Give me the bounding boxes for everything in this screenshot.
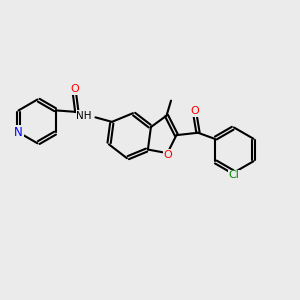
Text: O: O: [164, 150, 172, 160]
Text: O: O: [70, 84, 79, 94]
Text: Cl: Cl: [229, 170, 239, 181]
Text: N: N: [14, 126, 23, 139]
Text: O: O: [190, 106, 200, 116]
Text: NH: NH: [76, 111, 92, 121]
